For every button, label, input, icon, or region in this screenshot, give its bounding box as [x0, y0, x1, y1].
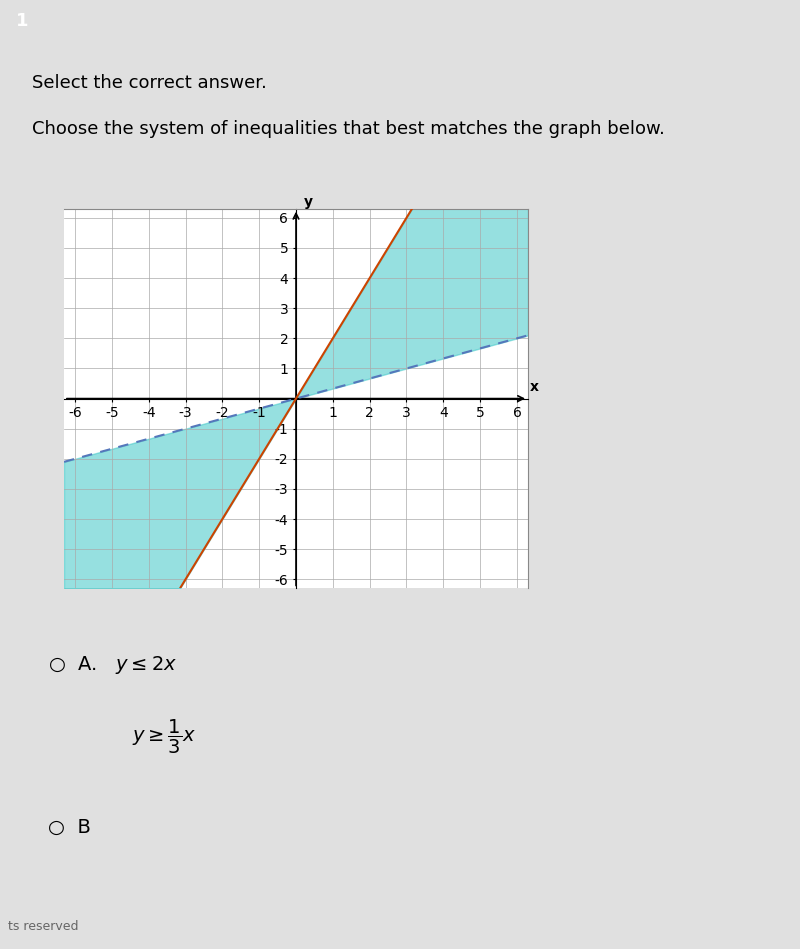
Text: 1: 1 [16, 12, 29, 30]
Text: y: y [303, 195, 312, 209]
Text: ○  A.   $y \leq 2x$: ○ A. $y \leq 2x$ [48, 655, 177, 677]
Text: ○  B: ○ B [48, 818, 91, 837]
Text: Select the correct answer.: Select the correct answer. [32, 74, 267, 92]
Text: Choose the system of inequalities that best matches the graph below.: Choose the system of inequalities that b… [32, 120, 665, 138]
Text: $y \geq \dfrac{1}{3}x$: $y \geq \dfrac{1}{3}x$ [132, 717, 197, 756]
Text: x: x [530, 380, 539, 394]
Text: ts reserved: ts reserved [8, 920, 78, 933]
